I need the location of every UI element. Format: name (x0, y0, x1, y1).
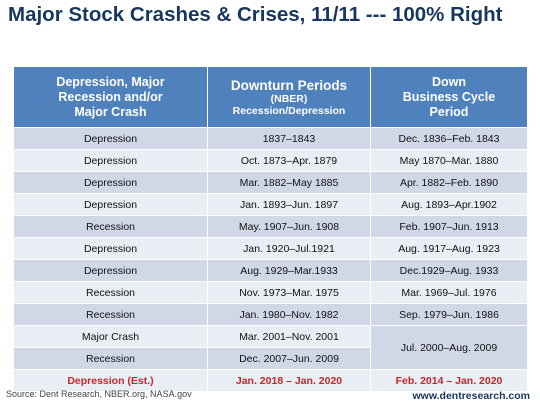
table-cell: Mar. 1969–Jul. 1976 (370, 281, 528, 304)
table-cell: Feb. 1907–Jun. 1913 (370, 215, 528, 238)
table-cell: Jan. 1893–Jun. 1897 (207, 193, 371, 216)
website: www.dentresearch.com (412, 390, 530, 402)
table-cell: Depression (13, 127, 208, 150)
table-cell: Mar. 1882–May 1885 (207, 171, 371, 194)
table-row: Depression Jan. 1893–Jun. 1897 Aug. 1893–A… (13, 193, 528, 216)
table-cell: Jan. 2018 – Jan. 2020 (207, 369, 371, 392)
table-row: Depression Mar. 1882–May 1885 Apr. 1882–Fe… (13, 171, 528, 194)
crisis-table: Depression, Major Recession and/or Major C… (13, 66, 528, 392)
table-cell: Nov. 1973–Mar. 1975 (207, 281, 371, 304)
table-row: Depression Jan. 1920–Jul.1921 Aug. 1917–Au… (13, 237, 528, 260)
table-cell: Feb. 2014 – Jan. 2020 (370, 369, 528, 392)
table-cell: 1837–1843 (207, 127, 371, 150)
header-row: Depression, Major Recession and/or Major C… (13, 66, 528, 128)
table-cell: Jan. 1980–Nov. 1982 (207, 303, 371, 326)
header-line: Downturn Periods (230, 77, 348, 93)
table-cell: Jul. 2000–Aug. 2009 (370, 325, 528, 370)
table-cell: Recession (13, 215, 208, 238)
table-row: Recession Nov. 1973–Mar. 1975 Mar. 1969–Ju… (13, 281, 528, 304)
table-cell: Jan. 1920–Jul.1921 (207, 237, 371, 260)
title: Major Stock Crashes & Crises, 11/11 --- … (8, 3, 503, 26)
header-cell: Down Business Cycle Period (370, 66, 528, 128)
header-cell: Depression, Major Recession and/or Major C… (13, 66, 208, 128)
table-cell: Dec.1929–Aug. 1933 (370, 259, 528, 282)
header-line: (NBER) (270, 92, 308, 105)
table-cell: Depression (13, 237, 208, 260)
table-cell: Dec. 1836–Feb. 1843 (370, 127, 528, 150)
table-cell: Aug. 1929–Mar.1933 (207, 259, 371, 282)
table-row: Recession Jan. 1980–Nov. 1982 Sep. 1979–Ju… (13, 303, 528, 326)
table-cell: Recession (13, 303, 208, 326)
header-line: Business Cycle (402, 89, 496, 104)
table-cell: May. 1907–Jun. 1908 (207, 215, 371, 238)
header-line: Period (429, 104, 469, 119)
table-cell: Recession (13, 347, 208, 370)
table-cell: May 1870–Mar. 1880 (370, 149, 528, 172)
header-line: Depression, Major (56, 74, 165, 89)
table-row: Recession Dec. 2007–Jun. 2009 (13, 347, 528, 370)
header-cell: Downturn Periods (NBER) Recession/Depressi… (207, 66, 371, 128)
table-row: Depression (Est.) Jan. 2018 – Jan. 2020 Fe… (13, 369, 528, 392)
source: Source: Dent Research, NBER.org, NASA.go… (6, 389, 192, 399)
table-cell: Oct. 1873–Apr. 1879 (207, 149, 371, 172)
table-row: Depression 1837–1843 Dec. 1836–Feb. 1843 (13, 127, 528, 150)
header-line: Recession and/or (58, 89, 163, 104)
header-line: Recession/Depression (232, 104, 346, 117)
table-row: Depression Aug. 1929–Mar.1933 Dec.1929–Aug… (13, 259, 528, 282)
table-cell: Aug. 1893–Apr.1902 (370, 193, 528, 216)
table-cell: Major Crash (13, 325, 208, 348)
table-body: Depression 1837–1843 Dec. 1836–Feb. 1843 De… (13, 127, 528, 392)
header-line: Major Crash (74, 104, 147, 119)
table-cell: Recession (13, 281, 208, 304)
table-cell: Sep. 1979–Jun. 1986 (370, 303, 528, 326)
table-cell: Aug. 1917–Aug. 1923 (370, 237, 528, 260)
table-row: Recession May. 1907–Jun. 1908 Feb. 1907–Ju… (13, 215, 528, 238)
table-cell: Depression (13, 193, 208, 216)
table-cell: Apr. 1882–Feb. 1890 (370, 171, 528, 194)
table-row: Major Crash Mar. 2001–Nov. 2001 Jul. 2000–… (13, 325, 528, 370)
table-cell: Depression (13, 259, 208, 282)
table-cell: Dec. 2007–Jun. 2009 (207, 347, 371, 370)
table-cell: Depression (Est.) (13, 369, 208, 392)
table-cell: Depression (13, 171, 208, 194)
table-cell: Mar. 2001–Nov. 2001 (207, 325, 371, 348)
table-row: Depression Oct. 1873–Apr. 1879 May 1870–Ma… (13, 149, 528, 172)
table-cell: Depression (13, 149, 208, 172)
header-line: Down (431, 74, 467, 89)
